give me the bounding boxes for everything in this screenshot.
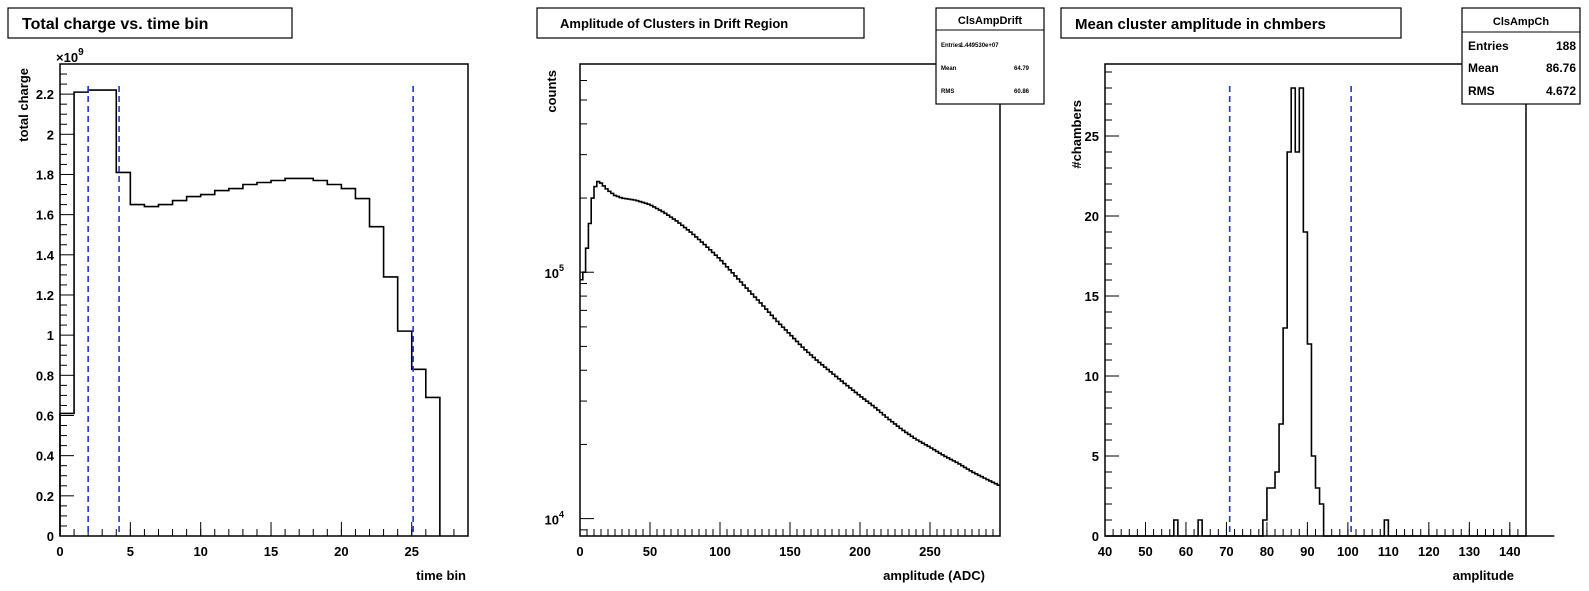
y-tick-label: 0.4 [36, 449, 55, 464]
data-group [1105, 86, 1555, 537]
chart-title-box [7, 7, 293, 39]
x-axis-label: amplitude (ADC) [883, 568, 985, 583]
stats-value: 64.79 [1014, 66, 1030, 72]
plot-frame [1104, 63, 1527, 537]
chart-title-box [536, 7, 865, 39]
y-tick-label: 2 [47, 127, 54, 142]
x-tick-label: 0 [576, 544, 583, 559]
x-tick-label: 90 [1300, 544, 1314, 559]
y-tick-label: 0.2 [36, 489, 54, 504]
chart-title-box [1060, 7, 1402, 39]
stats-value: 86.76 [1546, 61, 1576, 75]
histogram-line [59, 89, 441, 536]
y-tick-label: 1.6 [36, 208, 54, 223]
x-axis-label: amplitude [1453, 568, 1514, 583]
chart-title: Amplitude of Clusters in Drift Region [560, 16, 788, 31]
x-tick-label: 150 [779, 544, 801, 559]
chart-title: Mean cluster amplitude in chmbers [1075, 16, 1326, 33]
histogram-line [580, 180, 1000, 486]
x-tick-label: 10 [193, 544, 207, 559]
y-multiplier-base: ×10 [56, 50, 78, 65]
stats-box: ClsAmpDrift Entries 1.449530e+07 Mean 64… [935, 7, 1045, 105]
y-tick-label: 2.2 [36, 87, 54, 102]
x-tick-label: 0 [56, 544, 63, 559]
y-tick-label: 0.8 [36, 368, 54, 383]
stats-label: RMS [1468, 84, 1495, 98]
panel-cluster-amplitude: Amplitude of Clusters in Drift Region 0 5… [536, 7, 1045, 583]
y-multiplier-exponent: 9 [78, 47, 84, 58]
stats-box: ClsAmpCh Entries 188 Mean 86.76 RMS 4.67… [1461, 7, 1581, 105]
y-tick-label: 1.4 [36, 248, 55, 263]
x-axis-label: time bin [416, 568, 466, 583]
panel-mean-cluster-amplitude: Mean cluster amplitude in chmbers 40 50 60… [1060, 7, 1581, 583]
plot-frame [579, 63, 1001, 537]
x-tick-label: 120 [1418, 544, 1440, 559]
chart-title: Total charge vs. time bin [22, 16, 208, 33]
y-tick-label: 15 [1085, 289, 1099, 304]
x-tick-label: 5 [127, 544, 134, 559]
stats-label: Mean [1468, 61, 1499, 75]
x-tick-label: 80 [1260, 544, 1274, 559]
stats-label: Entries [1468, 39, 1509, 53]
y-tick-label: 1.2 [36, 288, 54, 303]
y-tick-exponent: 4 [559, 510, 564, 520]
x-tick-label: 60 [1179, 544, 1193, 559]
x-tick-label: 50 [643, 544, 657, 559]
x-tick-label: 250 [919, 544, 941, 559]
stats-value: 4.672 [1546, 84, 1576, 98]
y-tick-label: 0 [1092, 529, 1099, 544]
y-axis-label: total charge [16, 68, 31, 142]
x-tick-label: 25 [404, 544, 418, 559]
x-tick-label: 140 [1499, 544, 1521, 559]
x-tick-label: 200 [849, 544, 871, 559]
x-tick-label: 50 [1138, 544, 1152, 559]
plot-frame [59, 63, 469, 537]
y-tick-label: 10 [1085, 369, 1099, 384]
x-tick-label: 70 [1219, 544, 1233, 559]
stats-value: 188 [1556, 39, 1576, 53]
stats-box-frame [935, 7, 1045, 105]
y-tick-label: 105 [545, 263, 564, 281]
x-tick-label: 20 [334, 544, 348, 559]
y-tick-base: 10 [545, 513, 559, 528]
stats-box-frame [1461, 7, 1581, 105]
stats-value: 1.449530e+07 [960, 43, 999, 49]
data-group [580, 180, 1000, 486]
y-tick-exponent: 5 [559, 263, 564, 273]
stats-label: Mean [941, 66, 957, 72]
stats-label: Entries [941, 43, 962, 49]
x-tick-label: 40 [1098, 544, 1112, 559]
y-tick-label: 5 [1092, 449, 1099, 464]
y-tick-base: 10 [545, 266, 559, 281]
y-tick-label: 1 [47, 328, 54, 343]
data-group [59, 86, 441, 536]
stats-box-title: ClsAmpDrift [958, 15, 1023, 27]
x-tick-label: 100 [1337, 544, 1359, 559]
x-tick-label: 130 [1458, 544, 1480, 559]
stats-value: 60.86 [1014, 89, 1030, 95]
y-axis-label: #chambers [1069, 100, 1084, 169]
tick-group: 0 5 10 15 20 25 0 0.2 0.4 0.6 0.8 1 1.2 1.4 1.6 1.8 2 2.2 [36, 63, 469, 559]
histogram-line [1105, 87, 1555, 537]
x-tick-label: 100 [709, 544, 731, 559]
y-tick-label: 1.8 [36, 167, 54, 182]
y-tick-label: 25 [1085, 129, 1099, 144]
y-tick-label: 20 [1085, 209, 1099, 224]
y-tick-label: 0.6 [36, 408, 54, 423]
x-tick-label: 110 [1378, 544, 1399, 559]
stats-label: RMS [941, 89, 954, 95]
y-tick-label: 0 [47, 529, 54, 544]
stats-box-title: ClsAmpCh [1493, 16, 1550, 28]
y-multiplier-label: ×109 [56, 47, 84, 65]
panel-total-charge: Total charge vs. time bin ×109 0 5 10 15 20 2… [7, 7, 469, 583]
y-axis-label: counts [544, 70, 559, 113]
tick-group: 40 50 60 70 80 90 100 110 120 130 140 0 5 10 15 20 25 [1085, 71, 1527, 559]
y-tick-label: 104 [545, 510, 564, 528]
x-tick-label: 15 [264, 544, 278, 559]
